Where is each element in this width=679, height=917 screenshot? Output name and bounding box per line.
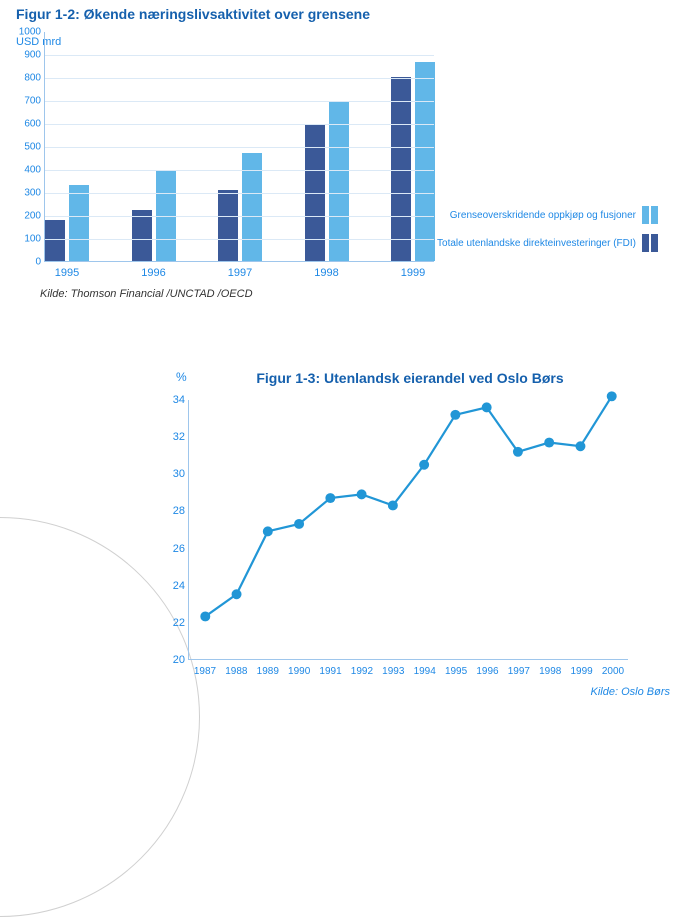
- bar: [45, 220, 65, 261]
- chart2-source: Kilde: Oslo Børs: [150, 686, 670, 698]
- bar: [415, 62, 435, 261]
- ytick-label: 300: [17, 188, 41, 199]
- data-point: [388, 500, 398, 510]
- data-point: [357, 489, 367, 499]
- xtick-label: 1999: [570, 666, 592, 677]
- xtick-label: 1989: [257, 666, 279, 677]
- xtick-label: 2000: [602, 666, 624, 677]
- ytick-label: 700: [17, 96, 41, 107]
- legend-row: Totale utenlandske direkteinvesteringer …: [437, 234, 658, 252]
- gridline: [45, 147, 434, 148]
- xtick-label: 1993: [382, 666, 404, 677]
- xtick-label: 1997: [210, 267, 270, 279]
- legend-label: Totale utenlandske direkteinvesteringer …: [437, 238, 636, 249]
- ytick-label: 22: [163, 617, 185, 629]
- chart2-line: [189, 400, 628, 659]
- data-point: [607, 391, 617, 401]
- data-point: [325, 493, 335, 503]
- ytick-label: 0: [17, 257, 41, 268]
- data-point: [232, 589, 242, 599]
- data-point: [544, 438, 554, 448]
- gridline: [45, 124, 434, 125]
- xtick-label: 1992: [351, 666, 373, 677]
- data-point: [263, 526, 273, 536]
- ytick-label: 400: [17, 165, 41, 176]
- gridline: [45, 78, 434, 79]
- ytick-label: 200: [17, 211, 41, 222]
- ytick-label: 100: [17, 234, 41, 245]
- ytick-label: 24: [163, 580, 185, 592]
- bar: [69, 185, 89, 261]
- chart2-ylabel: %: [176, 370, 187, 384]
- legend-row: Grenseoverskridende oppkjøp og fusjoner: [437, 206, 658, 224]
- legend-swatch: [642, 206, 658, 224]
- data-point: [513, 447, 523, 457]
- data-point: [200, 611, 210, 621]
- ytick-label: 20: [163, 654, 185, 666]
- chart2-title: Figur 1-3: Utenlandsk eierandel ved Oslo…: [150, 370, 670, 386]
- data-point: [294, 519, 304, 529]
- xtick-label: 1995: [445, 666, 467, 677]
- ytick-label: 900: [17, 50, 41, 61]
- ytick-label: 500: [17, 142, 41, 153]
- ytick-label: 28: [163, 505, 185, 517]
- gridline: [45, 216, 434, 217]
- bar: [391, 77, 411, 261]
- chart2-plot: 2022242628303234198719881989199019911992…: [188, 400, 628, 660]
- gridline: [45, 55, 434, 56]
- ytick-label: 30: [163, 468, 185, 480]
- xtick-label: 1988: [225, 666, 247, 677]
- xtick-label: 1998: [297, 267, 357, 279]
- bar: [132, 210, 152, 261]
- figure-1-3: Figur 1-3: Utenlandsk eierandel ved Oslo…: [150, 370, 670, 698]
- xtick-label: 1996: [124, 267, 184, 279]
- legend-label: Grenseoverskridende oppkjøp og fusjoner: [450, 210, 636, 221]
- data-point: [575, 441, 585, 451]
- gridline: [45, 101, 434, 102]
- xtick-label: 1994: [414, 666, 436, 677]
- bar: [218, 190, 238, 261]
- xtick-label: 1996: [476, 666, 498, 677]
- chart1-legend: Grenseoverskridende oppkjøp og fusjoner …: [437, 206, 658, 262]
- ytick-label: 600: [17, 119, 41, 130]
- ytick-label: 26: [163, 543, 185, 555]
- xtick-label: 1990: [288, 666, 310, 677]
- legend-swatch: [642, 234, 658, 252]
- ytick-label: 800: [17, 73, 41, 84]
- ytick-label: 34: [163, 394, 185, 406]
- xtick-label: 1997: [508, 666, 530, 677]
- ytick-label: 32: [163, 431, 185, 443]
- chart1-title: Figur 1-2: Økende næringslivsaktivitet o…: [16, 6, 666, 22]
- xtick-label: 1991: [319, 666, 341, 677]
- data-point: [419, 460, 429, 470]
- gridline: [45, 170, 434, 171]
- data-point: [450, 410, 460, 420]
- line-path: [205, 396, 611, 616]
- xtick-label: 1999: [383, 267, 443, 279]
- xtick-label: 1998: [539, 666, 561, 677]
- bar: [329, 102, 349, 261]
- data-point: [482, 402, 492, 412]
- chart1-plot: 0100200300400500600700800900100019951996…: [44, 32, 434, 262]
- ytick-label: 1000: [17, 27, 41, 38]
- gridline: [45, 193, 434, 194]
- gridline: [45, 239, 434, 240]
- chart1-source: Kilde: Thomson Financial /UNCTAD /OECD: [40, 288, 666, 300]
- xtick-label: 1995: [37, 267, 97, 279]
- figure-1-2: Figur 1-2: Økende næringslivsaktivitet o…: [16, 6, 666, 300]
- xtick-label: 1987: [194, 666, 216, 677]
